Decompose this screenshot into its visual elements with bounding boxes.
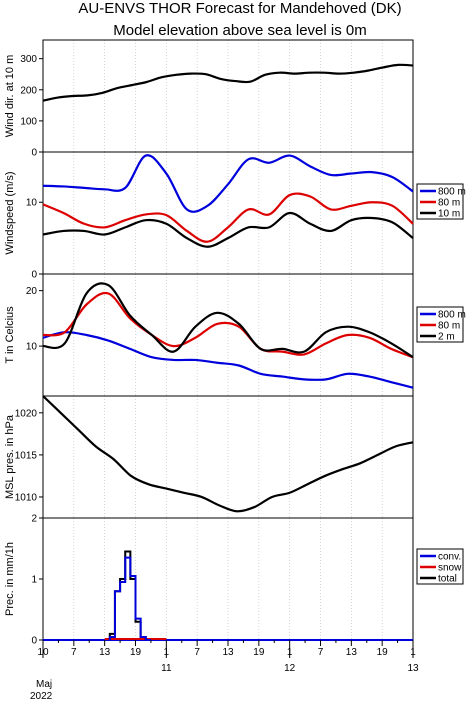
series-line-2-m <box>42 282 414 359</box>
legend-label: 800 m <box>438 187 466 198</box>
legend-label: snow <box>438 563 462 574</box>
y-tick-label: 10 <box>26 342 38 353</box>
panel-temperature: 10 20 T in Celcius 800 m80 m2 m <box>4 273 466 397</box>
x-day-label: 12 <box>284 663 296 674</box>
y-axis-label: Windspeed (m/s) <box>4 171 16 254</box>
y-tick-label: 300 <box>20 54 37 65</box>
series-line-80-m <box>42 192 414 243</box>
legend-label: 2 m <box>438 332 455 343</box>
x-tick-label: 10 <box>37 647 49 658</box>
x-tick-label: 7 <box>71 647 77 658</box>
panel-frame <box>42 39 414 153</box>
x-day-label: 13 <box>407 663 419 674</box>
y-axis-label: T in Celcius <box>4 306 16 364</box>
series-line-10-m <box>42 211 414 248</box>
panel-wind_dir: 0 100 200 300 Wind dir. at 10 m <box>4 39 414 159</box>
legend-label: 10 m <box>438 209 460 220</box>
panel-windspeed: 0 10 Windspeed (m/s) 800 m80 m10 m <box>4 151 466 281</box>
y-tick-label: 1 <box>31 575 37 586</box>
y-tick-label: 1015 <box>15 450 38 461</box>
x-tick-label: 1 <box>410 647 416 658</box>
x-tick-label: 19 <box>253 647 265 658</box>
chart-title: AU-ENVS THOR Forecast for Mandehoved (DK… <box>78 0 401 17</box>
precip-bars-conv <box>108 556 151 641</box>
legend-label: conv. <box>438 552 461 563</box>
y-tick-label: 1010 <box>15 492 38 503</box>
legend-label: 80 m <box>438 321 460 332</box>
x-tick-label: 13 <box>222 647 234 658</box>
y-tick-label: 1020 <box>15 408 38 419</box>
y-axis-label: Prec. in mm/1h <box>4 542 16 616</box>
series-line-800-m <box>42 331 414 389</box>
x-day-label: 11 <box>161 663 172 674</box>
y-tick-label: 2 <box>31 514 37 525</box>
month-label: Maj <box>36 679 52 690</box>
series-line-pressure <box>42 395 414 513</box>
legend-windspeed: 800 m80 m10 m <box>416 183 466 220</box>
x-tick-label: 1 <box>164 647 170 658</box>
x-tick-label: 1 <box>287 647 293 658</box>
x-tick-label: 19 <box>130 647 142 658</box>
y-tick-label: 20 <box>26 286 38 297</box>
y-axis-label: MSL pres. in hPa <box>4 414 16 499</box>
legend-label: 80 m <box>438 198 460 209</box>
x-tick-label: 19 <box>377 647 389 658</box>
x-tick-label: 7 <box>194 647 200 658</box>
y-tick-label: 0 <box>31 636 37 647</box>
y-tick-label: 10 <box>26 198 38 209</box>
legend-temperature: 800 m80 m2 m <box>416 306 466 343</box>
y-tick-label: 0 <box>31 270 37 281</box>
legend-label: 800 m <box>438 310 466 321</box>
x-axis: 10 7 13 19 1 7 13 19 1 7 13 19 111 12 13 <box>37 640 419 674</box>
y-axis-label: Wind dir. at 10 m <box>4 55 16 138</box>
y-tick-label: 100 <box>20 116 37 127</box>
series-line-800-m <box>42 154 414 213</box>
y-tick-label: 0 <box>31 148 37 159</box>
year-label: 2022 <box>30 691 53 701</box>
series-line-wind_dir <box>42 63 414 102</box>
y-tick-label: 200 <box>20 85 37 96</box>
legend-label: total <box>438 574 457 585</box>
x-tick-label: 13 <box>99 647 111 658</box>
x-tick-label: 13 <box>346 647 358 658</box>
x-tick-label: 7 <box>318 647 324 658</box>
chart-subtitle: Model elevation above sea level is 0m <box>113 22 366 39</box>
series-line-80-m <box>42 291 414 359</box>
